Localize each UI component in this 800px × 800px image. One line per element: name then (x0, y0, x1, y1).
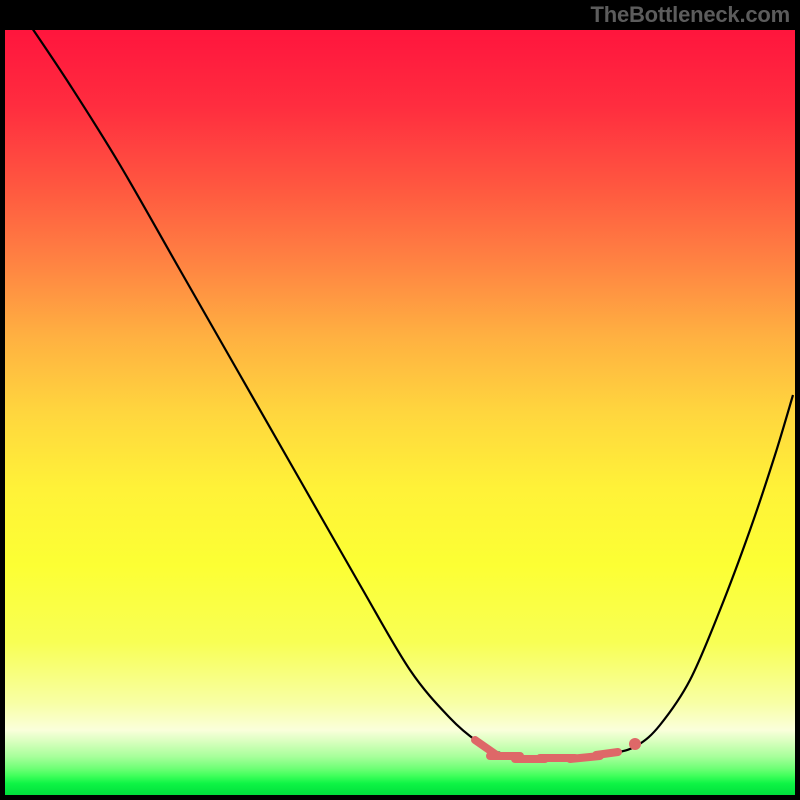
chart-frame (0, 0, 800, 800)
plot-area (5, 30, 795, 795)
watermark-text: TheBottleneck.com (590, 2, 790, 28)
trough-end-dot (629, 738, 641, 750)
chart-svg (0, 0, 800, 800)
